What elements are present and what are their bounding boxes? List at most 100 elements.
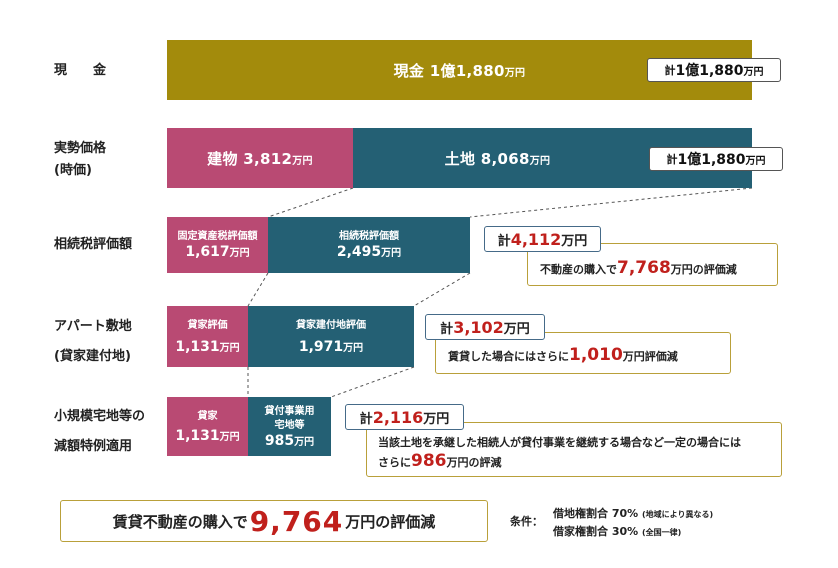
bar-rental-eval-2: 貸家 1,131万円	[167, 397, 248, 456]
conditions-line1-text: 借地権割合 70%	[553, 507, 639, 520]
bar-land-value: 8,068	[480, 149, 530, 168]
bar-land-text: 土地 8,068万円	[445, 148, 551, 169]
total-apart: 計 3,102 万円	[425, 314, 545, 340]
conditions-label: 条件：	[510, 515, 543, 528]
row-label-market-line2: (時価)	[54, 163, 92, 178]
bar-inherit-tax-text: 2,495万円	[337, 244, 401, 260]
note-small-num: 986	[411, 451, 447, 471]
summary-post: 万円の評価減	[345, 512, 436, 531]
conditions-line2-note: (全国一律)	[642, 528, 682, 537]
note-small-pre: さらに	[378, 456, 411, 469]
bar-business-land-text: 985万円	[265, 433, 314, 449]
row-label-inherit: 相続税評価額	[54, 237, 133, 252]
total-market-value: 1億1,880	[677, 152, 746, 168]
bar-business-land-line1: 貸付事業用	[264, 405, 315, 417]
total-unit: 万円	[503, 321, 530, 337]
bar-rental-eval-label: 貸家評価	[187, 319, 228, 331]
bar-fixed-asset-unit: 万円	[229, 248, 250, 259]
bar-land-label: 土地	[444, 149, 476, 168]
total-unit: 万円	[743, 66, 764, 78]
guide-line	[413, 272, 471, 307]
guide-line	[330, 366, 415, 398]
note-small-line1: 当該土地を承継した相続人が貸付事業を継続する場合など一定の場合には	[378, 436, 741, 449]
note-apart-num: 1,010	[569, 345, 623, 365]
note-inherit-post: 万円の評価減	[670, 263, 737, 276]
total-small: 計 2,116 万円	[345, 404, 464, 430]
bar-fixed-asset: 固定資産税評価額 1,617万円	[167, 217, 268, 273]
total-prefix: 計	[359, 411, 373, 427]
note-small-post: 万円の評減	[446, 456, 502, 469]
bar-building: 建物 3,812万円	[167, 128, 353, 188]
total-small-value: 2,116	[372, 407, 424, 427]
row-label-apart: アパート敷地 (貸家建付地)	[54, 312, 132, 372]
conditions-line2: 借家権割合 30% (全国一律)	[553, 523, 681, 539]
summary-box: 賃貸不動産の購入で 9,764 万円の評価減	[60, 500, 488, 542]
bar-business-land: 貸付事業用 宅地等 985万円	[248, 397, 331, 456]
bar-building-label: 建物	[207, 149, 238, 168]
bar-rental-eval-2-label: 貸家	[197, 410, 218, 422]
note-small: 当該土地を承継した相続人が貸付事業を継続する場合など一定の場合には さらに986…	[366, 422, 782, 477]
total-inherit: 計 4,112 万円	[484, 226, 601, 252]
note-small-line2: さらに986万円の評減	[378, 452, 781, 472]
guide-line	[267, 187, 354, 218]
conditions-line2-text: 借家権割合 30%	[553, 525, 639, 538]
guide-line	[469, 187, 753, 218]
row-label-small-line2: 減額特例適用	[54, 439, 133, 454]
bar-building-value: 3,812	[243, 149, 293, 168]
bar-rental-eval-text: 1,131万円	[175, 339, 239, 355]
total-unit: 万円	[561, 233, 588, 249]
bar-land-unit: 万円	[529, 155, 551, 167]
bar-business-land-unit: 万円	[294, 436, 315, 448]
bar-fixed-asset-label: 固定資産税評価額	[177, 231, 258, 242]
bar-building-text: 建物 3,812万円	[207, 148, 313, 169]
bar-business-land-value: 985	[264, 432, 295, 449]
total-prefix: 計	[664, 64, 676, 77]
bar-cash-value: 1億1,880	[429, 61, 505, 80]
total-cash: 計 1億1,880 万円	[647, 58, 781, 82]
bar-rental-eval-2-text: 1,131万円	[175, 428, 239, 444]
total-prefix: 計	[440, 321, 454, 337]
total-prefix: 計	[497, 233, 511, 249]
bar-rental-land: 貸家建付地評価 1,971万円	[248, 306, 414, 367]
bar-cash-text: 現金 1億1,880万円	[394, 60, 526, 81]
bar-business-land-line2: 宅地等	[274, 419, 305, 431]
conditions-line1: 借地権割合 70% (地域により異なる)	[553, 505, 713, 521]
total-market: 計 1億1,880 万円	[649, 147, 783, 171]
total-prefix: 計	[666, 153, 678, 166]
guide-line	[247, 272, 269, 307]
bar-rental-eval-2-unit: 万円	[219, 431, 240, 443]
bar-rental-land-unit: 万円	[343, 342, 364, 354]
summary-pre: 賃貸不動産の購入で	[112, 512, 248, 531]
note-apart-pre: 賃貸した場合にはさらに	[448, 350, 569, 363]
bar-rental-land-value: 1,971	[298, 338, 344, 355]
note-apart-post: 万円評価減	[622, 350, 678, 363]
total-unit: 万円	[745, 155, 766, 167]
bar-rental-eval: 貸家評価 1,131万円	[167, 306, 248, 367]
bar-inherit-tax-value: 2,495	[336, 244, 382, 260]
summary-num: 9,764	[249, 504, 344, 538]
bar-inherit-tax-unit: 万円	[381, 248, 402, 259]
row-label-apart-line2: (貸家建付地)	[54, 349, 131, 364]
note-inherit-pre: 不動産の購入で	[540, 263, 617, 276]
conditions-line1-note: (地域により異なる)	[642, 510, 714, 519]
row-label-small-line1: 小規模宅地等の	[54, 409, 146, 424]
bar-cash-label: 現金	[393, 61, 425, 80]
row-label-apart-line1: アパート敷地	[54, 319, 132, 334]
bar-rental-eval-value: 1,131	[175, 338, 220, 355]
bar-cash-unit: 万円	[504, 67, 526, 79]
bar-rental-eval-unit: 万円	[219, 342, 240, 354]
total-apart-value: 3,102	[453, 317, 504, 337]
row-label-small: 小規模宅地等の 減額特例適用	[54, 402, 145, 462]
row-label-market-line1: 実勢価格	[54, 141, 107, 156]
bar-rental-eval-2-value: 1,131	[175, 427, 220, 444]
bar-rental-land-text: 1,971万円	[299, 339, 363, 355]
total-cash-value: 1億1,880	[675, 63, 744, 79]
bar-inherit-tax: 相続税評価額 2,495万円	[268, 217, 470, 273]
note-inherit-num: 7,768	[617, 258, 671, 278]
total-inherit-value: 4,112	[510, 229, 562, 249]
row-label-market: 実勢価格 (時価)	[54, 138, 106, 182]
row-label-cash: 現 金	[54, 63, 107, 78]
bar-building-unit: 万円	[292, 155, 313, 167]
total-unit: 万円	[423, 411, 450, 427]
